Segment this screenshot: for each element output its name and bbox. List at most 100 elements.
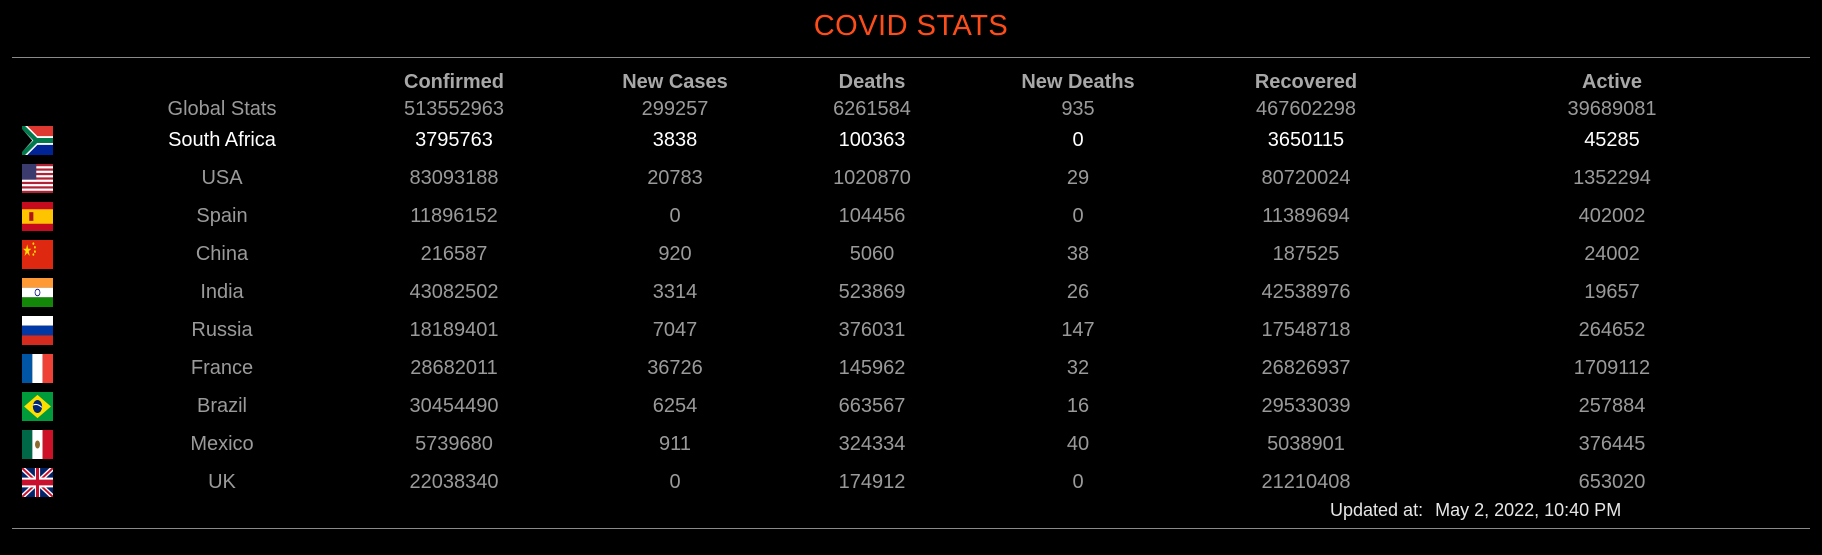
country-active: 19657 xyxy=(1584,281,1640,303)
country-new-cases: 0 xyxy=(669,205,681,227)
uk-flag-icon xyxy=(22,468,53,497)
global-recovered: 467602298 xyxy=(1255,98,1357,120)
country-row: Brazil 30454490 6254 663567 16 29533039 257884 xyxy=(0,387,1822,425)
column-header-new-cases: New Cases xyxy=(622,71,728,93)
country-deaths: 5060 xyxy=(849,243,895,265)
country-new-deaths: 32 xyxy=(1066,357,1090,379)
country-active: 264652 xyxy=(1578,319,1646,341)
country-new-cases: 7047 xyxy=(652,319,698,341)
country-recovered: 5038901 xyxy=(1267,433,1345,455)
country-name: India xyxy=(200,281,244,303)
global-confirmed: 513552963 xyxy=(403,98,505,120)
country-recovered: 26826937 xyxy=(1261,357,1351,379)
global-active: 39689081 xyxy=(1567,98,1657,120)
country-row: Spain 11896152 0 104456 0 11389694 402002 xyxy=(0,197,1822,235)
country-confirmed: 43082502 xyxy=(409,281,499,303)
country-row: France 28682011 36726 145962 32 26826937 17091… xyxy=(0,349,1822,387)
country-active: 45285 xyxy=(1584,129,1640,151)
updated-at-value: May 2, 2022, 10:40 PM xyxy=(1435,500,1622,520)
country-recovered: 21210408 xyxy=(1261,471,1351,493)
country-name: France xyxy=(190,357,254,379)
country-new-cases: 0 xyxy=(669,471,681,493)
country-deaths: 523869 xyxy=(838,281,906,303)
country-active: 257884 xyxy=(1578,395,1646,417)
country-name: Brazil xyxy=(196,395,248,417)
country-recovered: 80720024 xyxy=(1261,167,1351,189)
country-deaths: 1020870 xyxy=(833,167,911,189)
country-recovered: 187525 xyxy=(1272,243,1340,265)
spain-flag-icon xyxy=(22,202,53,231)
table-header-row: Confirmed New Cases Deaths New Deaths Re… xyxy=(0,63,1822,101)
country-row: South Africa 3795763 3838 100363 0 3650115 452… xyxy=(0,121,1822,159)
country-active: 1709112 xyxy=(1573,357,1651,379)
column-header-recovered: Recovered xyxy=(1254,71,1358,93)
column-header-active: Active xyxy=(1581,71,1643,93)
country-recovered: 42538976 xyxy=(1261,281,1351,303)
brazil-flag-icon xyxy=(22,392,53,421)
bottom-divider xyxy=(12,528,1810,529)
country-new-cases: 36726 xyxy=(647,357,703,379)
country-row: Russia 18189401 7047 376031 147 17548718 26465… xyxy=(0,311,1822,349)
country-deaths: 100363 xyxy=(838,129,906,151)
country-deaths: 663567 xyxy=(838,395,906,417)
france-flag-icon xyxy=(22,354,53,383)
top-divider xyxy=(12,57,1810,58)
russia-flag-icon xyxy=(22,316,53,345)
global-stats-label: Global Stats xyxy=(167,98,277,120)
page-title: COVID STATS xyxy=(813,10,1009,42)
updated-at-label: Updated at: xyxy=(1330,500,1424,520)
country-active: 376445 xyxy=(1578,433,1646,455)
country-new-cases: 3314 xyxy=(652,281,698,303)
country-confirmed: 18189401 xyxy=(409,319,499,341)
country-new-cases: 911 xyxy=(659,433,691,455)
south-africa-flag-icon xyxy=(22,126,53,155)
column-header-deaths: Deaths xyxy=(838,71,906,93)
country-row: USA 83093188 20783 1020870 29 80720024 1352294 xyxy=(0,159,1822,197)
country-confirmed: 28682011 xyxy=(410,357,498,379)
country-active: 1352294 xyxy=(1573,167,1651,189)
country-active: 402002 xyxy=(1578,205,1646,227)
country-new-deaths: 38 xyxy=(1066,243,1090,265)
country-row: India 43082502 3314 523869 26 42538976 19657 xyxy=(0,273,1822,311)
country-name: South Africa xyxy=(168,129,276,151)
country-active: 24002 xyxy=(1584,243,1640,265)
country-new-deaths: 147 xyxy=(1061,319,1095,341)
country-new-deaths: 40 xyxy=(1066,433,1090,455)
country-new-deaths: 0 xyxy=(1072,129,1084,151)
column-header-confirmed: Confirmed xyxy=(404,71,504,93)
country-name: China xyxy=(195,243,249,265)
global-new-deaths: 935 xyxy=(1061,98,1095,120)
country-deaths: 376031 xyxy=(838,319,906,341)
country-new-cases: 3838 xyxy=(652,129,698,151)
country-new-cases: 20783 xyxy=(647,167,703,189)
country-deaths: 174912 xyxy=(838,471,906,493)
country-new-deaths: 0 xyxy=(1072,205,1084,227)
country-active: 653020 xyxy=(1578,471,1646,493)
country-name: Russia xyxy=(191,319,253,341)
country-row: UK 22038340 0 174912 0 21210408 653020 xyxy=(0,463,1822,501)
country-confirmed: 5739680 xyxy=(415,433,493,455)
usa-flag-icon xyxy=(22,164,53,193)
country-recovered: 3650115 xyxy=(1267,129,1345,151)
country-name: UK xyxy=(208,471,236,493)
country-new-cases: 6254 xyxy=(652,395,698,417)
country-deaths: 145962 xyxy=(838,357,906,379)
global-stats-row: Global Stats 513552963 299257 6261584 93… xyxy=(0,90,1822,128)
mexico-flag-icon xyxy=(22,430,53,459)
country-name: Spain xyxy=(196,205,248,227)
country-deaths: 324334 xyxy=(838,433,906,455)
country-confirmed: 11896152 xyxy=(410,205,498,227)
country-row: Mexico 5739680 911 324334 40 5038901 376445 xyxy=(0,425,1822,463)
china-flag-icon xyxy=(22,240,53,269)
country-recovered: 11389694 xyxy=(1262,205,1350,227)
country-recovered: 29533039 xyxy=(1261,395,1351,417)
country-recovered: 17548718 xyxy=(1261,319,1351,341)
country-row: China 216587 920 5060 38 187525 24002 xyxy=(0,235,1822,273)
column-header-new-deaths: New Deaths xyxy=(1021,71,1135,93)
country-deaths: 104456 xyxy=(838,205,906,227)
country-name: Mexico xyxy=(190,433,254,455)
country-new-deaths: 16 xyxy=(1066,395,1090,417)
country-name: USA xyxy=(201,167,243,189)
country-new-deaths: 26 xyxy=(1066,281,1090,303)
country-new-deaths: 0 xyxy=(1072,471,1084,493)
